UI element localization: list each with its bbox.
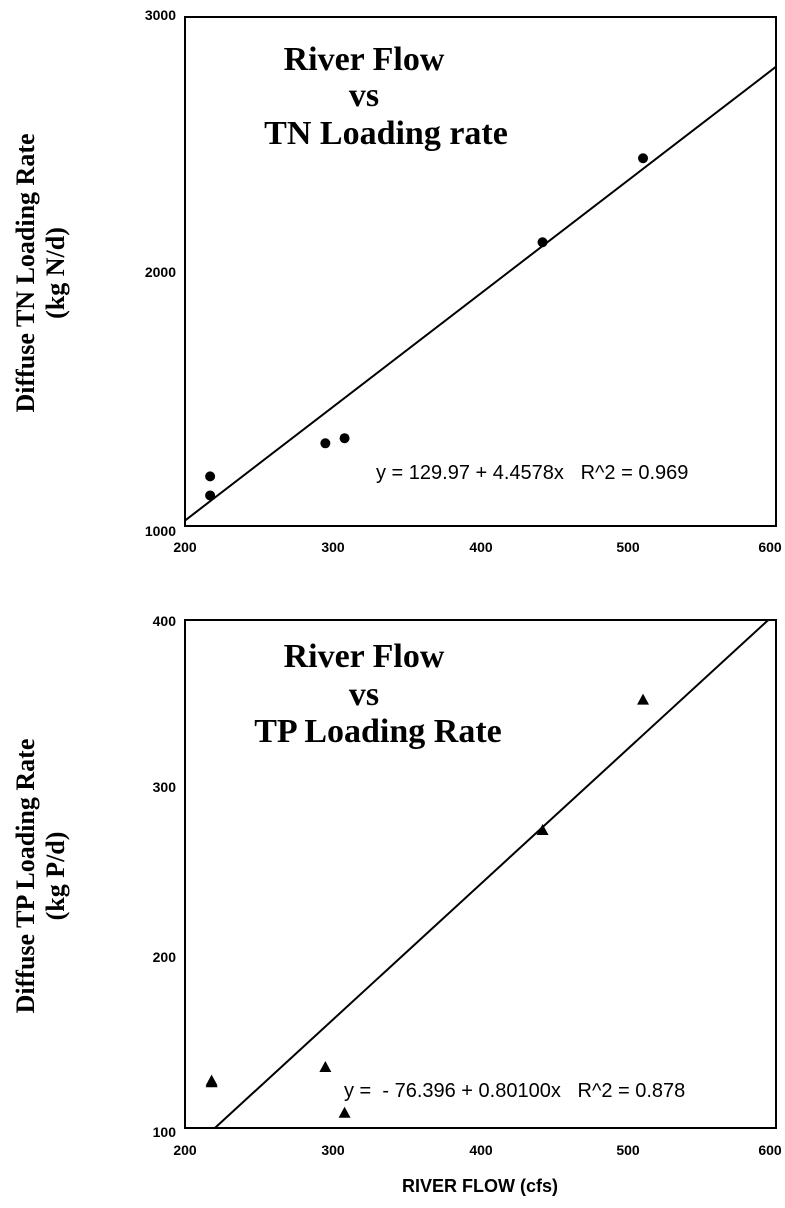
chart-tp-xtick-400: 400	[469, 1142, 493, 1158]
chart-tp-equation: y = - 76.396 + 0.80100x R^2 = 0.878	[344, 1080, 685, 1102]
chart-tn-ytick-2000: 2000	[145, 264, 176, 280]
chart-tn: Diffuse TN Loading Rate (kg N/d) River F…	[11, 7, 782, 555]
chart-tp-xtick-500: 500	[616, 1142, 640, 1158]
chart-tp-ylabel-line2: (kg P/d)	[41, 832, 70, 921]
chart-tn-xtick-400: 400	[469, 539, 493, 555]
chart-tn-ytick-3000: 3000	[145, 7, 176, 23]
chart-tn-title-line1: River Flow	[284, 41, 445, 78]
chart-tn-ylabel-line2: (kg N/d)	[41, 227, 70, 319]
chart-tn-xtick-300: 300	[321, 539, 345, 555]
chart-tp-ytick-100: 100	[153, 1124, 177, 1140]
chart-tn-point-2	[320, 438, 331, 449]
chart-tn-point-1	[205, 471, 216, 482]
chart-tn-xtick-500: 500	[616, 539, 640, 555]
chart-tp-title-line1: River Flow	[284, 638, 445, 675]
chart-tp-marks	[205, 619, 769, 1129]
chart-tp-point-1	[205, 1074, 218, 1086]
chart-tn-xtick-600: 600	[758, 539, 782, 555]
chart-tn-point-5	[638, 153, 649, 164]
chart-tn-marks	[184, 65, 777, 522]
chart-tn-ytick-1000: 1000	[145, 523, 176, 539]
chart-tp-xtick-600: 600	[758, 1142, 782, 1158]
chart-tp-xlabel: RIVER FLOW (cfs)	[402, 1176, 558, 1196]
chart-tp-point-4	[536, 823, 549, 835]
chart-tp-point-3	[338, 1106, 351, 1118]
chart-tp-ytick-400: 400	[153, 613, 177, 629]
chart-tn-point-4	[537, 237, 548, 248]
chart-tp-point-2	[319, 1061, 332, 1073]
chart-tp-xtick-200: 200	[173, 1142, 197, 1158]
chart-tp-ytick-300: 300	[153, 779, 177, 795]
chart-tp-ytick-200: 200	[153, 949, 177, 965]
chart-tn-title-line3: TN Loading rate	[264, 115, 508, 152]
chart-tp-point-5	[637, 693, 650, 705]
chart-tn-fit-line	[184, 65, 777, 522]
chart-tp-fit-line	[214, 619, 769, 1129]
chart-tn-plot-frame	[184, 16, 777, 527]
chart-tp-plot-frame	[184, 619, 777, 1129]
chart-tn-point-0	[205, 490, 216, 501]
chart-tp-title-line2: vs	[349, 676, 379, 713]
chart-tn-ylabel-line1: Diffuse TN Loading Rate	[11, 133, 40, 412]
chart-tp: Diffuse TP Loading Rate (kg P/d) River F…	[11, 613, 782, 1196]
chart-tp-ylabel-line1: Diffuse TP Loading Rate	[11, 739, 40, 1014]
chart-tn-title-line2: vs	[349, 77, 379, 114]
chart-tn-equation: y = 129.97 + 4.4578x R^2 = 0.969	[376, 462, 688, 484]
chart-tp-xtick-300: 300	[321, 1142, 345, 1158]
chart-tn-xtick-200: 200	[173, 539, 197, 555]
chart-tn-point-3	[339, 433, 350, 444]
chart-tp-title-line3: TP Loading Rate	[254, 713, 501, 750]
